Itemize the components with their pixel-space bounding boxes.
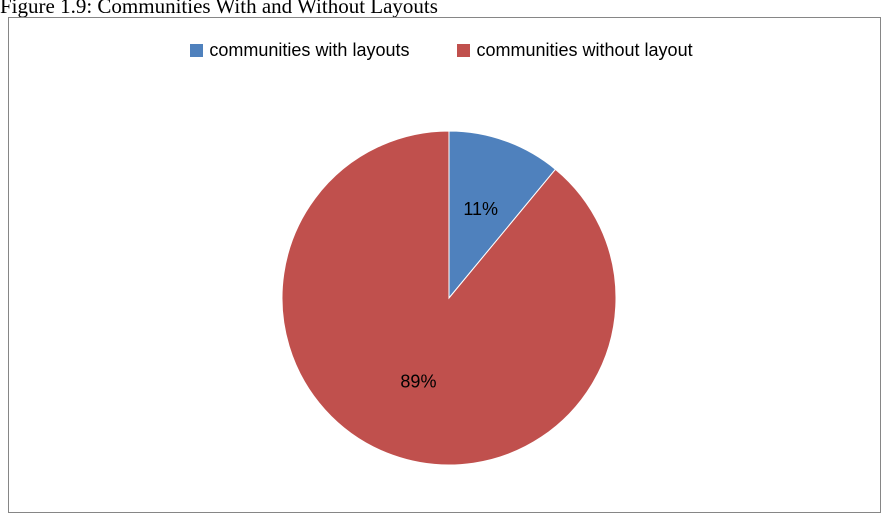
legend-label-without-layout: communities without layout bbox=[476, 40, 693, 60]
pie-slice-with-layouts bbox=[448, 130, 557, 300]
legend-item-with-layouts: communities with layouts bbox=[190, 40, 409, 61]
pie-label-with-layouts: 11% bbox=[463, 199, 498, 219]
legend-swatch-without-layout bbox=[457, 44, 471, 57]
chart-legend: communities with layouts communities wit… bbox=[0, 40, 883, 61]
pie-slice-without-layout bbox=[281, 130, 617, 466]
legend-label-with-layouts: communities with layouts bbox=[209, 40, 410, 60]
legend-swatch-with-layouts bbox=[190, 44, 204, 57]
pie-label-without-layout: 89% bbox=[400, 372, 436, 392]
legend-item-without-layout: communities without layout bbox=[457, 40, 693, 61]
figure-caption: Figure 1.9: Communities With and Without… bbox=[0, 0, 438, 18]
